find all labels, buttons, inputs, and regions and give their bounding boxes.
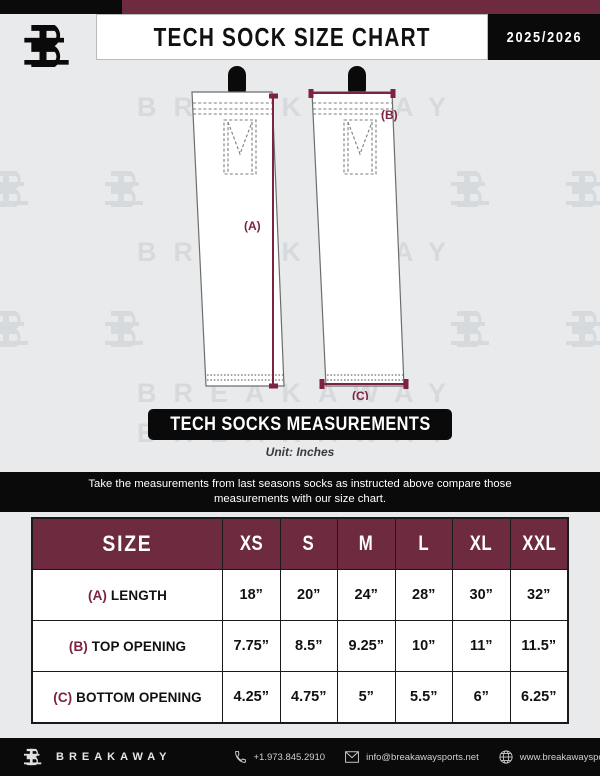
- page-title-box: TECH SOCK SIZE CHART: [96, 14, 488, 60]
- breakaway-b-logo-icon: [0, 165, 34, 218]
- measurements-banner-label: TECH SOCKS MEASUREMENTS: [169, 413, 431, 435]
- cell-length-xxl: 32”: [509, 569, 568, 621]
- size-table: SIZE XS S M L XL XXL (A) LENGTH 18” 20” …: [32, 518, 568, 723]
- footer-website[interactable]: www.breakawaysports.net: [499, 750, 600, 764]
- table-row: (B) TOP OPENING 7.75” 8.5” 9.25” 10” 11”…: [32, 620, 568, 672]
- measurements-banner: TECH SOCKS MEASUREMENTS: [148, 409, 452, 440]
- season-year-badge: 2025/2026: [488, 14, 600, 60]
- table-row: (A) LENGTH 18” 20” 24” 28” 30” 32”: [32, 569, 568, 621]
- top-bar-black-segment: [0, 0, 122, 14]
- footer-brand-name: BREAKAWAY: [56, 751, 172, 763]
- cell-length-xl: 30”: [452, 569, 511, 621]
- breakaway-b-logo-icon: [565, 165, 600, 218]
- breakaway-b-logo-icon: [450, 165, 495, 218]
- cell-length-xs: 18”: [222, 569, 281, 621]
- page-header: TECH SOCK SIZE CHART 2025/2026: [0, 14, 600, 67]
- footer-email[interactable]: info@breakawaysports.net: [345, 751, 479, 763]
- unit-label: Unit: Inches: [265, 445, 335, 459]
- footer-phone[interactable]: +1.973.845.2910: [234, 750, 326, 764]
- cell-bottom-l: 5.5”: [394, 671, 453, 723]
- cell-bottom-xxl: 6.25”: [509, 671, 568, 723]
- instruction-line-1: Take the measurements from last seasons …: [88, 478, 512, 490]
- footer-email-label: info@breakawaysports.net: [366, 751, 479, 763]
- header-cell-l: L: [394, 518, 453, 570]
- breakaway-b-logo-icon: [565, 305, 600, 358]
- measure-label-b: (B): [381, 108, 398, 122]
- cell-top-xxl: 11.5”: [509, 620, 568, 672]
- header-cell-m: M: [337, 518, 396, 570]
- cell-top-xl: 11”: [452, 620, 511, 672]
- cell-length-s: 20”: [279, 569, 338, 621]
- breakaway-b-logo-icon: [22, 18, 78, 74]
- cell-top-xs: 7.75”: [222, 620, 281, 672]
- top-accent-bar: [0, 0, 600, 14]
- footer-phone-label: +1.973.845.2910: [253, 751, 326, 763]
- cell-bottom-m: 5”: [337, 671, 396, 723]
- cell-length-l: 28”: [394, 569, 453, 621]
- instruction-line-2: measurements with our size chart.: [213, 493, 387, 505]
- cell-top-m: 9.25”: [337, 620, 396, 672]
- breakaway-b-logo-icon: [24, 746, 44, 768]
- season-year-label: 2025/2026: [506, 28, 582, 46]
- measure-label-a: (A): [244, 219, 261, 233]
- envelope-icon: [345, 751, 359, 763]
- sock-diagram: .sockbody { fill:#ffffff; stroke:#6d6d6d…: [0, 62, 600, 403]
- page-title: TECH SOCK SIZE CHART: [153, 21, 431, 52]
- phone-icon: [234, 750, 247, 764]
- row-label-length: (A) LENGTH: [32, 569, 223, 621]
- cell-bottom-s: 4.75”: [279, 671, 338, 723]
- globe-icon: [499, 750, 513, 764]
- sock-left: (A): [191, 66, 285, 389]
- breakaway-b-logo-icon: [450, 305, 495, 358]
- sock-right: (B) (C): [308, 66, 409, 403]
- breakaway-b-logo-icon: [0, 305, 34, 358]
- footer-website-label: www.breakawaysports.net: [519, 751, 600, 763]
- measure-label-c: (C): [352, 389, 369, 400]
- header-cell-xxl: XXL: [509, 518, 568, 570]
- cell-bottom-xs: 4.25”: [222, 671, 281, 723]
- table-row: (C) BOTTOM OPENING 4.25” 4.75” 5” 5.5” 6…: [32, 671, 568, 723]
- size-table-wrapper: SIZE XS S M L XL XXL (A) LENGTH 18” 20” …: [31, 517, 569, 724]
- row-label-bottom-opening: (C) BOTTOM OPENING: [32, 671, 223, 723]
- top-bar-maroon-segment: [122, 0, 600, 14]
- breakaway-b-logo-icon: [105, 305, 149, 358]
- cell-top-s: 8.5”: [279, 620, 338, 672]
- header-cell-s: S: [279, 518, 338, 570]
- size-table-header-row: SIZE XS S M L XL XXL: [32, 518, 568, 570]
- cell-top-l: 10”: [394, 620, 453, 672]
- header-cell-xl: XL: [452, 518, 511, 570]
- header-cell-size: SIZE: [32, 518, 223, 570]
- instruction-band: Take the measurements from last seasons …: [0, 472, 600, 512]
- breakaway-b-logo-icon: [105, 165, 149, 218]
- header-cell-xs: XS: [222, 518, 281, 570]
- cell-length-m: 24”: [337, 569, 396, 621]
- row-label-top-opening: (B) TOP OPENING: [32, 620, 223, 672]
- cell-bottom-xl: 6”: [452, 671, 511, 723]
- page-footer: BREAKAWAY +1.973.845.2910 info@breakaway…: [0, 738, 600, 776]
